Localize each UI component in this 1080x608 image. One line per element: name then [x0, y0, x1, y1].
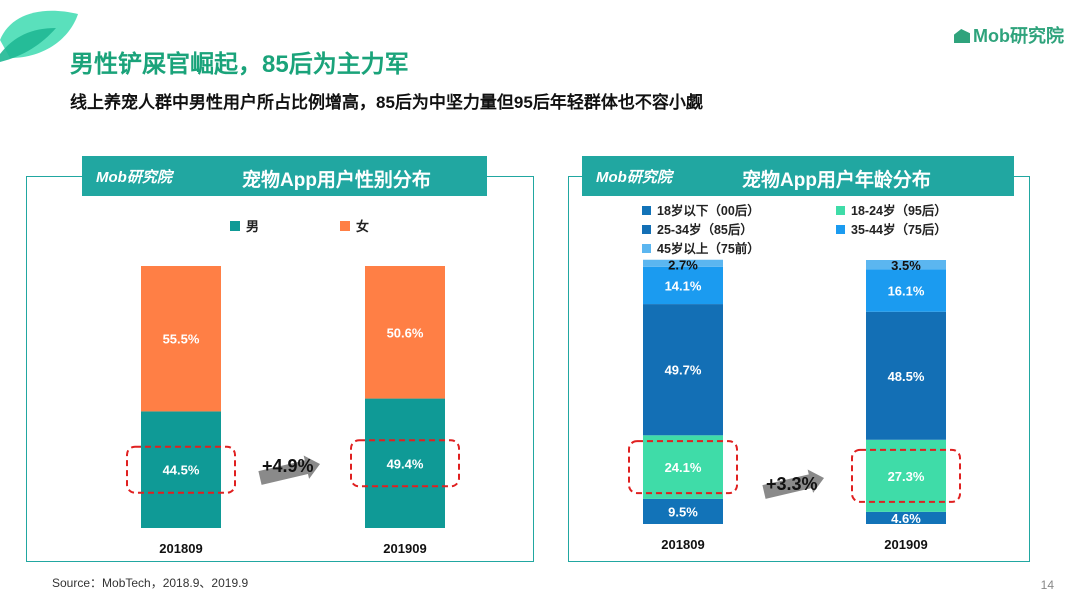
- bar-age-0-201909: [866, 511, 946, 524]
- data-label-age-3-201909: 16.1%: [888, 283, 925, 298]
- legend-swatch-age-3: [836, 225, 845, 234]
- data-label-age-2-201909: 48.5%: [888, 369, 925, 384]
- bar-age-1-201909: [866, 439, 946, 512]
- gender-chart-header: Mob研究院 宠物App用户性别分布: [82, 156, 487, 196]
- growth-annotation: +4.9%: [262, 456, 314, 476]
- age-chart-title: 宠物App用户年龄分布: [742, 170, 931, 191]
- bar-age-4-201909: [866, 260, 946, 270]
- data-label-female-201909: 50.6%: [387, 325, 424, 340]
- bar-age-3-201909: [866, 269, 946, 312]
- legend-label-age-1: 18-24岁（95后）: [851, 203, 947, 218]
- legend-label-age-2: 25-34岁（85后）: [657, 222, 753, 237]
- highlight-box-age-201909: [851, 448, 961, 503]
- legend-swatch-male: [230, 221, 240, 231]
- bar-age-3-201809: [643, 266, 723, 305]
- data-label-age-2-201809: 49.7%: [665, 363, 702, 378]
- data-label-female-201809: 55.5%: [163, 332, 200, 347]
- data-label-male-201909: 49.4%: [387, 456, 424, 471]
- corner-decoration: [0, 10, 78, 62]
- legend-label-female: 女: [356, 219, 369, 234]
- slide-subtitle: 线上养宠人群中男性用户所占比例增高，85后为中坚力量但95后年轻群体也不容小觑: [70, 93, 703, 112]
- growth-annotation-age: +3.3%: [766, 474, 818, 494]
- brand-logo: Mob研究院: [954, 22, 1064, 48]
- growth-arrow-age: [762, 469, 824, 499]
- legend-swatch-age-1: [836, 206, 845, 215]
- legend-swatch-age-4: [642, 244, 651, 253]
- gender-chart-panel: [26, 176, 534, 562]
- legend-swatch-female: [340, 221, 350, 231]
- bar-female-201809: [141, 266, 221, 412]
- bar-male-201909: [365, 398, 445, 528]
- legend-label-age-3: 35-44岁（75后）: [851, 222, 947, 237]
- highlight-box-201809: [126, 445, 236, 494]
- data-label-age-4-201909: 3.5%: [891, 258, 921, 273]
- highlight-box-age-201809: [628, 440, 738, 495]
- data-label-age-4-201809: 2.7%: [668, 258, 698, 273]
- brand-icon: [954, 29, 971, 43]
- bar-age-0-201809: [643, 498, 723, 524]
- x-tick-label-age-201909: 201909: [884, 537, 927, 552]
- legend-label-male: 男: [246, 219, 259, 234]
- highlight-box-201909: [350, 439, 460, 488]
- x-tick-label-201909: 201909: [383, 541, 426, 556]
- legend-swatch-age-2: [642, 225, 651, 234]
- bar-age-2-201809: [643, 304, 723, 436]
- growth-arrow: [258, 455, 320, 485]
- brand-text: Mob研究院: [973, 26, 1064, 46]
- page-number: 14: [1040, 578, 1054, 592]
- bar-male-201809: [141, 411, 221, 528]
- legend-label-age-0: 18岁以下（00后）: [657, 203, 760, 218]
- slide-title: 男性铲屎官崛起，85后为主力军: [70, 51, 409, 78]
- gender-chart-logo: Mob研究院: [96, 169, 172, 186]
- source-note: Source：MobTech，2018.9、2019.9: [52, 576, 249, 590]
- data-label-age-0-201809: 9.5%: [668, 504, 698, 519]
- x-tick-label-201809: 201809: [159, 541, 202, 556]
- gender-chart-title: 宠物App用户性别分布: [242, 170, 431, 191]
- data-label-age-0-201909: 4.6%: [891, 511, 921, 526]
- bar-age-2-201909: [866, 311, 946, 440]
- legend-swatch-age-0: [642, 206, 651, 215]
- data-label-age-3-201809: 14.1%: [665, 278, 702, 293]
- bar-age-4-201809: [643, 259, 723, 267]
- age-chart-header: Mob研究院 宠物App用户年龄分布: [582, 156, 1014, 196]
- bar-female-201909: [365, 266, 445, 399]
- bar-age-1-201809: [643, 435, 723, 499]
- data-label-age-1-201909: 27.3%: [888, 469, 925, 484]
- x-tick-label-age-201809: 201809: [661, 537, 704, 552]
- data-label-male-201809: 44.5%: [163, 463, 200, 478]
- data-label-age-1-201809: 24.1%: [665, 460, 702, 475]
- age-chart-logo: Mob研究院: [596, 169, 672, 186]
- legend-label-age-4: 45岁以上（75前）: [657, 241, 760, 256]
